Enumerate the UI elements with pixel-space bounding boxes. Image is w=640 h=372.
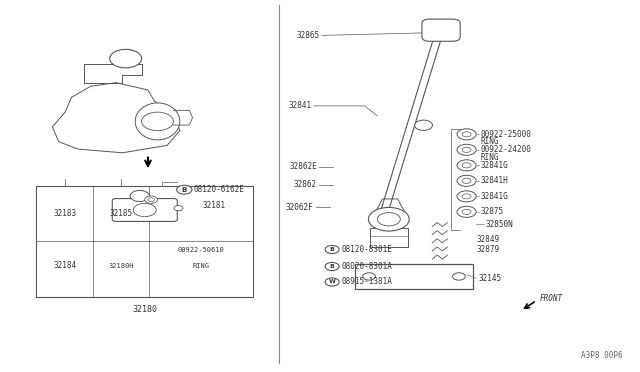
Text: RING: RING bbox=[193, 263, 209, 269]
FancyBboxPatch shape bbox=[422, 19, 460, 41]
Circle shape bbox=[148, 198, 154, 202]
Text: 32841: 32841 bbox=[289, 102, 312, 110]
Circle shape bbox=[452, 273, 465, 280]
Circle shape bbox=[415, 120, 433, 131]
Text: W: W bbox=[329, 279, 335, 285]
Text: 08915-1381A: 08915-1381A bbox=[341, 278, 392, 286]
Text: 32145: 32145 bbox=[478, 274, 501, 283]
Text: 00922-25000: 00922-25000 bbox=[481, 130, 531, 139]
Text: 32862E: 32862E bbox=[289, 162, 317, 171]
Circle shape bbox=[325, 246, 339, 254]
Circle shape bbox=[462, 147, 471, 153]
Circle shape bbox=[325, 262, 339, 270]
Text: 32841H: 32841H bbox=[481, 176, 508, 185]
Text: 32180: 32180 bbox=[132, 305, 157, 314]
Circle shape bbox=[378, 212, 400, 226]
Circle shape bbox=[462, 194, 471, 199]
Circle shape bbox=[174, 206, 183, 211]
Circle shape bbox=[462, 163, 471, 168]
Text: B: B bbox=[330, 264, 335, 269]
Text: A3P8 00P6: A3P8 00P6 bbox=[581, 351, 623, 360]
Text: 32184: 32184 bbox=[53, 261, 76, 270]
Circle shape bbox=[325, 278, 339, 286]
Text: 32841G: 32841G bbox=[481, 161, 508, 170]
Text: 32875: 32875 bbox=[481, 207, 504, 217]
Circle shape bbox=[369, 208, 409, 231]
Circle shape bbox=[462, 209, 471, 214]
Circle shape bbox=[133, 203, 156, 217]
Text: 32841G: 32841G bbox=[481, 192, 508, 201]
Circle shape bbox=[457, 175, 476, 186]
Text: 08120-8301E: 08120-8301E bbox=[341, 245, 392, 254]
Text: 32062F: 32062F bbox=[286, 203, 314, 212]
Ellipse shape bbox=[135, 103, 180, 140]
Bar bbox=[36, 186, 253, 297]
Text: 32849: 32849 bbox=[476, 235, 499, 244]
Circle shape bbox=[363, 273, 376, 280]
Text: 08120-6162E: 08120-6162E bbox=[194, 185, 244, 194]
Text: 32180H: 32180H bbox=[108, 263, 134, 269]
Text: 32865: 32865 bbox=[297, 31, 320, 40]
FancyBboxPatch shape bbox=[112, 199, 177, 221]
Text: 32862: 32862 bbox=[294, 180, 317, 189]
Text: 00922-50610: 00922-50610 bbox=[178, 247, 225, 253]
Circle shape bbox=[130, 190, 149, 202]
Text: B: B bbox=[182, 187, 187, 193]
Circle shape bbox=[462, 132, 471, 137]
Circle shape bbox=[457, 144, 476, 155]
Circle shape bbox=[457, 191, 476, 202]
Text: 32183: 32183 bbox=[53, 209, 76, 218]
Text: 32879: 32879 bbox=[476, 245, 499, 254]
Circle shape bbox=[177, 185, 192, 194]
Circle shape bbox=[462, 178, 471, 183]
Circle shape bbox=[457, 206, 476, 217]
Circle shape bbox=[145, 196, 157, 203]
Text: 32181: 32181 bbox=[202, 202, 226, 211]
Text: B: B bbox=[330, 247, 335, 252]
Bar bbox=[370, 228, 408, 247]
Circle shape bbox=[457, 129, 476, 140]
Text: 00922-24200: 00922-24200 bbox=[481, 145, 531, 154]
Text: RING: RING bbox=[481, 137, 499, 146]
Text: 08020-8301A: 08020-8301A bbox=[341, 262, 392, 271]
Bar bbox=[355, 263, 473, 289]
Text: RING: RING bbox=[481, 153, 499, 162]
Text: 32185: 32185 bbox=[109, 209, 132, 218]
Text: 32850N: 32850N bbox=[486, 219, 513, 228]
Circle shape bbox=[457, 160, 476, 171]
Text: FRONT: FRONT bbox=[540, 294, 563, 303]
Circle shape bbox=[141, 112, 173, 131]
Circle shape bbox=[109, 49, 141, 68]
